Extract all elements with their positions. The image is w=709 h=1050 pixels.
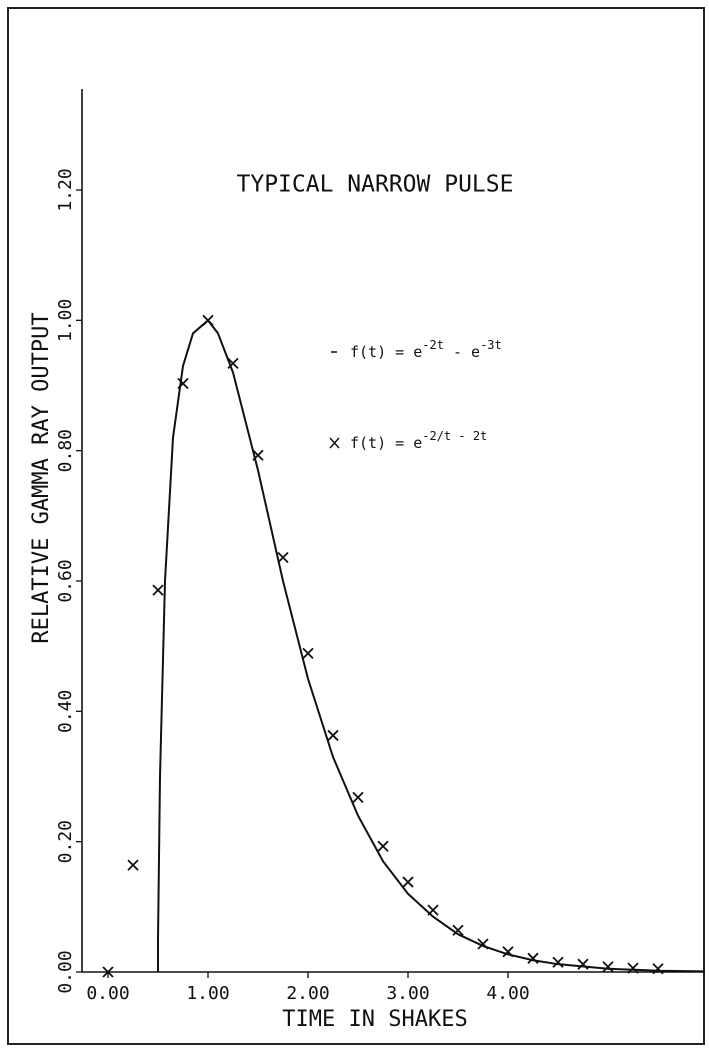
x-tick-label: 0.00 bbox=[86, 983, 129, 1004]
x-marker bbox=[602, 961, 614, 973]
x-tick-label: 2.00 bbox=[286, 983, 329, 1004]
x-marker bbox=[102, 966, 114, 978]
legend-x-symbol bbox=[329, 437, 340, 449]
x-marker bbox=[552, 956, 564, 968]
legend-superscript: -2/t - 2t bbox=[422, 429, 487, 443]
x-marker bbox=[477, 938, 489, 950]
x-marker bbox=[427, 904, 439, 916]
x-marker bbox=[577, 958, 589, 970]
y-tick-label: 0.40 bbox=[55, 690, 76, 733]
y-tick-label: 0.00 bbox=[55, 950, 76, 993]
x-marker bbox=[177, 377, 189, 390]
y-tick-label: 0.80 bbox=[55, 429, 76, 472]
x-marker bbox=[127, 859, 139, 871]
y-axis-label: RELATIVE GAMMA RAY OUTPUT bbox=[29, 312, 54, 643]
x-marker bbox=[302, 647, 314, 659]
x-tick-label: 4.00 bbox=[486, 983, 529, 1004]
x-marker bbox=[452, 924, 464, 936]
y-tick-label: 0.60 bbox=[55, 559, 76, 602]
legend-entry: f(t) = e-2t - e-3t bbox=[350, 338, 502, 361]
x-marker bbox=[252, 449, 264, 461]
legend-entry: f(t) = e-2/t - 2t bbox=[350, 429, 487, 452]
pulse-curve bbox=[157, 318, 706, 973]
x-marker bbox=[402, 876, 414, 888]
legend-text: f(t) = e bbox=[350, 434, 422, 452]
x-marker bbox=[277, 551, 289, 564]
chart-title: TYPICAL NARROW PULSE bbox=[237, 172, 514, 198]
x-marker bbox=[152, 584, 164, 596]
legend-superscript: -3t bbox=[480, 338, 502, 352]
x-axis-label: TIME IN SHAKES bbox=[282, 1007, 467, 1032]
legend-text: - e bbox=[444, 343, 480, 361]
y-tick-label: 0.20 bbox=[55, 820, 76, 863]
x-marker bbox=[202, 314, 214, 326]
x-marker bbox=[527, 952, 539, 964]
y-tick-label: 1.00 bbox=[55, 299, 76, 342]
x-marker bbox=[352, 791, 364, 803]
legend-text: f(t) = e bbox=[350, 343, 422, 361]
frame bbox=[7, 7, 705, 1045]
legend-superscript: -2t bbox=[422, 338, 444, 352]
x-marker bbox=[652, 963, 664, 975]
legend: f(t) = e-2t - e-3tf(t) = e-2/t - 2t bbox=[329, 338, 502, 452]
x-marker bbox=[227, 357, 239, 369]
x-marker bbox=[502, 946, 514, 958]
x-marker bbox=[627, 962, 639, 974]
y-tick-label: 1.20 bbox=[55, 168, 76, 211]
x-marker bbox=[377, 840, 389, 852]
x-tick-label: 1.00 bbox=[186, 983, 229, 1004]
x-tick-label: 3.00 bbox=[386, 983, 429, 1004]
x-marker bbox=[327, 729, 339, 742]
